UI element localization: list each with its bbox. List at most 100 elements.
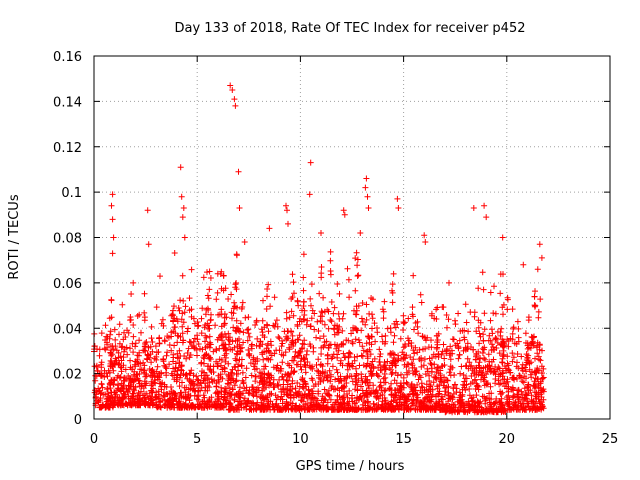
data-point [431, 374, 438, 380]
data-point [467, 363, 474, 370]
data-point [381, 359, 388, 366]
data-point [428, 365, 435, 372]
data-point [452, 317, 458, 324]
data-point [261, 348, 268, 355]
data-point [417, 374, 424, 381]
data-point [377, 351, 384, 357]
data-point [427, 382, 434, 389]
chart-title: Day 133 of 2018, Rate Of TEC Index for r… [175, 21, 526, 36]
y-axis-label: ROTI / TECUs [7, 194, 22, 279]
data-point [253, 317, 260, 324]
data-point [353, 307, 360, 314]
data-point [299, 345, 306, 351]
data-point [187, 339, 194, 346]
data-point [214, 270, 221, 277]
data-point [349, 398, 356, 405]
data-point [460, 372, 467, 378]
data-point [397, 390, 404, 396]
data-point [408, 340, 415, 346]
data-point [288, 295, 295, 302]
data-point [446, 279, 452, 286]
data-point [462, 344, 469, 351]
data-point [142, 391, 148, 397]
data-point [460, 402, 467, 409]
data-point [430, 379, 437, 386]
data-point [151, 379, 157, 386]
data-point [354, 395, 360, 402]
data-point [479, 345, 486, 352]
data-point [525, 381, 532, 388]
data-point [479, 393, 486, 400]
data-point [456, 394, 463, 401]
data-point [352, 375, 359, 382]
data-point [368, 370, 375, 377]
data-point [339, 362, 346, 369]
data-point [213, 346, 220, 353]
data-point [325, 344, 332, 351]
data-point [271, 323, 278, 330]
data-point [181, 402, 188, 408]
data-point [410, 396, 417, 403]
data-point [368, 364, 375, 371]
data-point [341, 211, 348, 218]
data-point [206, 341, 212, 348]
data-point [525, 387, 532, 394]
data-point [285, 220, 291, 227]
data-point [145, 241, 152, 248]
data-point [523, 368, 529, 375]
data-point [162, 402, 169, 409]
data-point [301, 378, 308, 385]
data-point [438, 374, 444, 381]
data-point [381, 298, 388, 305]
data-point [303, 351, 310, 358]
data-point [375, 395, 382, 402]
data-point [480, 331, 487, 338]
data-point [335, 347, 342, 354]
data-point [309, 406, 316, 413]
data-point [363, 175, 370, 182]
data-point [355, 272, 362, 279]
data-point [389, 281, 396, 288]
data-point [452, 381, 459, 388]
data-point [505, 343, 512, 350]
data-point [444, 377, 451, 384]
data-point [535, 376, 542, 383]
data-point [379, 333, 385, 340]
data-point [400, 351, 407, 358]
data-point [201, 360, 207, 367]
data-point [409, 364, 416, 371]
data-point [374, 372, 381, 379]
data-point [449, 393, 456, 400]
data-point [400, 327, 407, 333]
data-point [121, 346, 128, 352]
data-point [133, 371, 140, 378]
data-point [447, 356, 454, 363]
data-point [252, 361, 258, 367]
data-point [379, 306, 386, 313]
data-point [222, 397, 229, 403]
data-point [421, 356, 428, 363]
x-tick-label: 5 [193, 432, 201, 447]
data-point [304, 400, 311, 407]
data-point [290, 357, 297, 364]
data-point [235, 367, 242, 374]
data-point [127, 345, 133, 352]
data-point [296, 388, 303, 395]
data-point [313, 334, 320, 341]
data-point [182, 393, 189, 400]
data-point [460, 347, 467, 354]
data-point [475, 285, 482, 292]
data-point [130, 322, 137, 328]
data-point [373, 406, 380, 413]
data-point [144, 207, 151, 214]
data-point [510, 324, 517, 331]
data-point [244, 327, 251, 333]
data-point [241, 395, 248, 402]
data-point [412, 320, 419, 326]
data-point [228, 403, 235, 410]
data-point [188, 402, 194, 409]
data-point [289, 386, 296, 393]
data-point [443, 408, 450, 415]
data-point [175, 333, 182, 339]
data-point [265, 328, 272, 335]
